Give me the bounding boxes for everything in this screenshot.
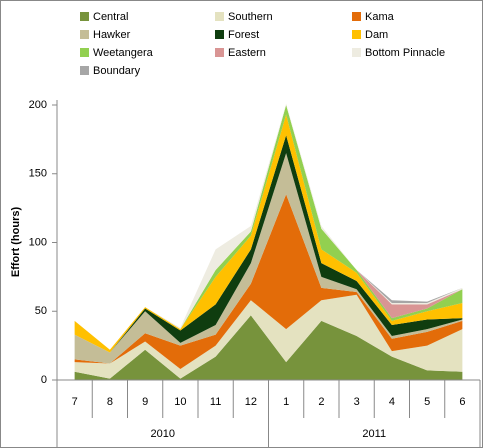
legend-label: Southern (228, 11, 273, 23)
area (74, 315, 463, 380)
x-tick-label: 8 (107, 396, 113, 408)
y-tick-label: 0 (41, 374, 47, 386)
y-tick-label: 150 (29, 168, 47, 180)
legend-swatch (80, 12, 89, 21)
year-label: 2011 (362, 428, 386, 440)
x-tick-label: 10 (174, 396, 186, 408)
x-tick-label: 1 (283, 396, 289, 408)
y-axis-title: Effort (hours) (10, 207, 22, 278)
legend-swatch (352, 48, 361, 57)
legend-swatch (80, 30, 89, 39)
x-tick-label: 5 (424, 396, 430, 408)
legend-label: Kama (365, 11, 395, 23)
legend-swatch (215, 30, 224, 39)
legend-label: Dam (365, 29, 388, 41)
legend-label: Weetangera (93, 47, 154, 59)
legend-label: Hawker (93, 29, 131, 41)
area (74, 194, 463, 369)
legend-swatch (215, 12, 224, 21)
legend-swatch (352, 30, 361, 39)
y-tick-label: 50 (35, 305, 47, 317)
legend-label: Bottom Pinnacle (365, 47, 445, 59)
x-tick-label: 11 (210, 396, 221, 408)
legend-label: Boundary (93, 65, 141, 77)
x-tick-label: 3 (354, 396, 360, 408)
legend-swatch (80, 48, 89, 57)
x-tick-label: 6 (459, 396, 465, 408)
legend-swatch (80, 66, 89, 75)
x-tick-label: 9 (142, 396, 148, 408)
legend-label: Forest (228, 29, 259, 41)
x-tick-label: 2 (318, 396, 324, 408)
legend-swatch (215, 48, 224, 57)
y-tick-label: 200 (29, 99, 47, 111)
legend-swatch (352, 12, 361, 21)
legend-label: Central (93, 11, 128, 23)
y-tick-label: 100 (29, 236, 47, 248)
area (74, 135, 463, 353)
x-tick-label: 12 (245, 396, 257, 408)
year-label: 2010 (151, 428, 175, 440)
x-tick-label: 4 (389, 396, 395, 408)
area (74, 294, 463, 379)
legend-label: Eastern (228, 47, 266, 59)
x-tick-label: 7 (72, 396, 78, 408)
